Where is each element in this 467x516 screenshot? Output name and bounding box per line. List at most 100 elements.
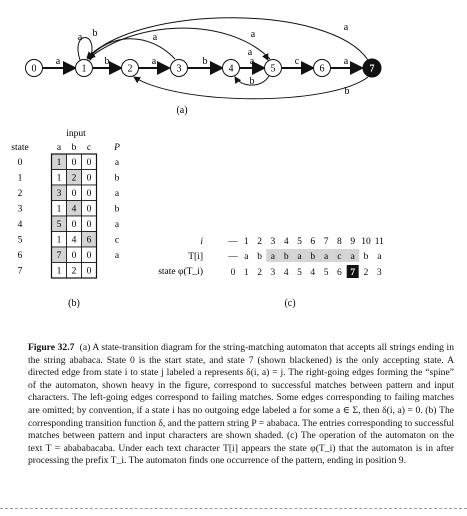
- table-cell: 2: [72, 174, 77, 184]
- table-cell: 0: [87, 158, 92, 168]
- table-body: 0 1 0 0 a1 1 2 0 b2 3 0 0 a3 1 4 0 b4 5 0 0 a5 1 4 6 c6 7 0 0 a7 1 2 0: [18, 153, 120, 279]
- diagram-label: (a): [176, 105, 187, 116]
- text-char: —: [227, 252, 238, 262]
- state-value: 7: [350, 268, 355, 278]
- state-0: 0: [25, 59, 43, 77]
- pattern-char: c: [115, 236, 119, 246]
- state-value: 1: [244, 268, 249, 278]
- index-value: 5: [297, 237, 302, 247]
- row-label-i: i: [200, 237, 203, 247]
- text-char: a: [244, 252, 249, 262]
- state-value: 3: [377, 268, 382, 278]
- failing-edges: [77, 17, 369, 100]
- svg-text:b: b: [250, 76, 255, 87]
- state-1: 1: [75, 59, 93, 77]
- state-3: 3: [170, 59, 188, 77]
- svg-text:c: c: [295, 56, 300, 67]
- table-cell: 0: [87, 220, 92, 230]
- pattern-char: a: [115, 158, 120, 168]
- svg-text:a: a: [248, 47, 253, 58]
- table-cell: 4: [72, 205, 77, 215]
- svg-text:a: a: [56, 56, 61, 67]
- state-label: 6: [18, 251, 23, 261]
- row-label-t: T[i]: [188, 252, 203, 262]
- state-label: 3: [18, 205, 23, 215]
- table-cell: 0: [87, 174, 92, 184]
- table-cell: 0: [72, 158, 77, 168]
- svg-text:a: a: [153, 32, 158, 43]
- state-value: 4: [310, 268, 315, 278]
- index-value: 6: [310, 237, 315, 247]
- match-shade: [319, 249, 333, 262]
- pattern-char: a: [115, 189, 120, 199]
- spine-labels: a b a b a c a: [56, 56, 349, 67]
- text-char: a: [271, 252, 276, 262]
- text-char: a: [324, 252, 329, 262]
- match-shade: [306, 249, 320, 262]
- svg-text:a: a: [152, 56, 157, 67]
- state-value: 5: [324, 268, 329, 278]
- pattern-char: b: [115, 205, 120, 215]
- state-value: 2: [364, 268, 369, 278]
- match-shade: [332, 249, 347, 262]
- match-shade: [266, 249, 280, 262]
- text-char: a: [297, 252, 302, 262]
- svg-text:a: a: [78, 32, 83, 43]
- pattern-char: a: [115, 220, 120, 230]
- automaton-operation: i T[i] state φ(T_i) ——01a12b23a34b45a56b…: [158, 237, 384, 309]
- text-char: c: [337, 252, 341, 262]
- svg-text:a: a: [344, 56, 349, 67]
- pattern-char: a: [115, 251, 120, 261]
- state-value: 0: [231, 268, 236, 278]
- index-value: 3: [271, 237, 276, 247]
- table-cell: 2: [72, 267, 77, 277]
- state-label: 0: [18, 158, 23, 168]
- state-transition-diagram: 0 1 2 3 4 5 6 7 a b a b a c a a a b a a …: [25, 17, 382, 116]
- state-5: 5: [264, 59, 282, 77]
- state-label: 1: [18, 174, 23, 184]
- state-label: 7: [18, 267, 23, 277]
- svg-text:3: 3: [177, 64, 182, 75]
- index-value: 11: [375, 237, 384, 247]
- svg-text:7: 7: [370, 64, 375, 75]
- svg-text:a: a: [344, 22, 349, 33]
- table-cell: 1: [57, 205, 62, 215]
- state-2: 2: [121, 59, 139, 77]
- index-value: 10: [361, 237, 371, 247]
- index-value: 9: [350, 237, 355, 247]
- state-header: state: [11, 143, 28, 153]
- text-char: b: [364, 252, 369, 262]
- index-value: 1: [244, 237, 249, 247]
- caption-title: Figure 32.7: [28, 342, 75, 353]
- accept-state-box: [346, 265, 359, 278]
- svg-text:1: 1: [82, 64, 87, 75]
- table-cell: 0: [72, 189, 77, 199]
- table-cell: 1: [57, 158, 62, 168]
- state-nodes: 0 1 2 3 4 5 6 7: [25, 58, 382, 78]
- match-shade: [292, 249, 307, 262]
- caption-text: (a) A state-transition diagram for the s…: [28, 342, 454, 467]
- state-value: 2: [257, 268, 262, 278]
- col-b: b: [72, 143, 77, 153]
- table-cell: 3: [57, 189, 62, 199]
- state-6: 6: [313, 59, 331, 77]
- text-char: b: [284, 252, 289, 262]
- page-divider: [0, 508, 467, 509]
- svg-text:b: b: [93, 28, 98, 39]
- row-label-phi: state φ(T_i): [158, 266, 203, 277]
- state-value: 4: [284, 268, 289, 278]
- match-shade: [279, 249, 293, 262]
- table-cell: 0: [87, 267, 92, 277]
- table-cell: 6: [87, 236, 92, 246]
- pattern-char: b: [115, 174, 120, 184]
- col-c: c: [87, 143, 91, 153]
- text-char: b: [257, 252, 262, 262]
- table-cell: 0: [87, 189, 92, 199]
- index-value: 7: [324, 237, 329, 247]
- svg-text:6: 6: [320, 64, 325, 75]
- table-cell: 0: [87, 205, 92, 215]
- transition-table: input state a b c P 0 1 0 0 a1 1 2 0 b2 3 0 0 a3 1 4 0 b…: [11, 129, 120, 309]
- table-label: (b): [68, 298, 80, 309]
- state-7-accepting: 7: [362, 58, 382, 78]
